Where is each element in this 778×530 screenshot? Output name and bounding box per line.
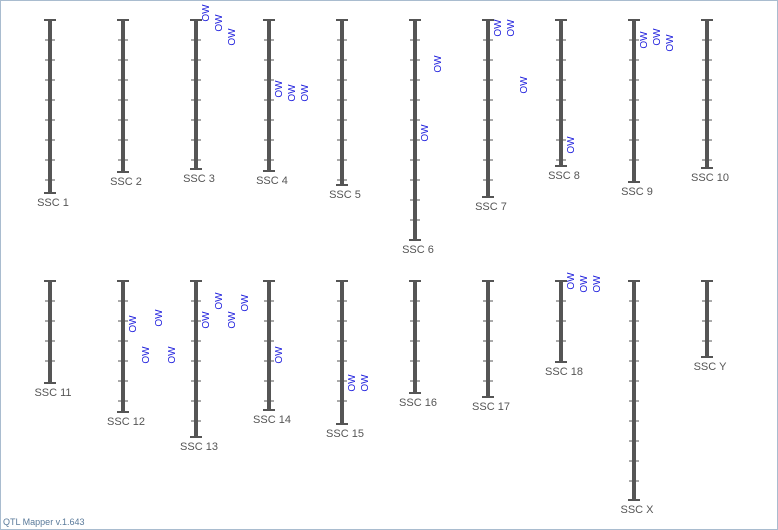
chromosome-label: SSC 5	[329, 189, 361, 201]
chromosome	[559, 20, 563, 166]
chromosome-label: SSC 16	[399, 397, 437, 409]
chromosome-label: SSC 4	[256, 175, 288, 187]
qtl-marker: OW	[420, 124, 431, 142]
chromosome-label: SSC 7	[475, 201, 507, 213]
chromosome	[340, 20, 344, 185]
chromosome	[486, 20, 490, 197]
qtl-marker: OW	[214, 292, 225, 310]
chromosome	[194, 281, 198, 437]
qtl-marker: OW	[433, 55, 444, 73]
chromosome-label: SSC 15	[326, 428, 364, 440]
chromosome-label: SSC Y	[694, 361, 727, 373]
footer: QTL Mapper v.1.643	[3, 517, 85, 527]
chromosome	[267, 20, 271, 171]
chromosome-label: SSC X	[620, 504, 654, 516]
qtl-marker: OW	[347, 374, 358, 392]
qtl-marker: OW	[274, 346, 285, 364]
chromosome	[486, 281, 490, 397]
chromosome	[340, 281, 344, 424]
qtl-marker: OW	[141, 346, 152, 364]
qtl-marker: OW	[201, 4, 212, 22]
chromosome-label: SSC 13	[180, 441, 218, 453]
qtl-marker: OW	[167, 346, 178, 364]
qtl-marker: OW	[519, 76, 530, 94]
chromosome	[413, 20, 417, 240]
qtl-marker: OW	[579, 275, 590, 293]
chromosome-label: SSC 3	[183, 173, 215, 185]
qtl-marker: OW	[566, 136, 577, 154]
chromosome-label: SSC 6	[402, 244, 434, 256]
qtl-marker: OW	[201, 311, 212, 329]
chromosome	[632, 281, 636, 500]
qtl-marker: OW	[274, 80, 285, 98]
chromosome	[705, 281, 709, 357]
chromosome-label: SSC 12	[107, 416, 145, 428]
chromosome-label: SSC 9	[621, 186, 653, 198]
chromosome-label: SSC 14	[253, 414, 291, 426]
qtl-marker: OW	[592, 275, 603, 293]
chromosome-label: SSC 10	[691, 172, 729, 184]
qtl-marker: OW	[240, 294, 251, 312]
chromosome	[121, 281, 125, 412]
qtl-marker: OW	[214, 14, 225, 32]
chromosome-label: SSC 1	[37, 197, 69, 209]
qtl-marker: OW	[665, 34, 676, 52]
chromosome	[413, 281, 417, 393]
qtl-marker: OW	[652, 28, 663, 46]
qtl-marker: OW	[493, 19, 504, 37]
chromosome	[194, 20, 198, 169]
qtl-marker: OW	[300, 84, 311, 102]
chromosome-label: SSC 8	[548, 170, 580, 182]
chromosome-label: SSC 11	[34, 387, 71, 399]
qtl-marker: OW	[360, 374, 371, 392]
qtl-marker: OW	[287, 84, 298, 102]
chromosome-label: SSC 2	[110, 176, 142, 188]
qtl-marker: OW	[227, 311, 238, 329]
chromosome	[632, 20, 636, 182]
chromosome	[705, 20, 709, 168]
chromosome	[121, 20, 125, 172]
chromosome-label: SSC 17	[472, 401, 510, 413]
qtl-marker: OW	[639, 31, 650, 49]
qtl-marker: OW	[128, 315, 139, 333]
qtl-marker: OW	[227, 28, 238, 46]
chromosome	[48, 20, 52, 193]
chromosome-label: SSC 18	[545, 366, 583, 378]
qtl-marker: OW	[154, 309, 165, 327]
qtl-marker: OW	[566, 272, 577, 290]
qtl-marker: OW	[506, 19, 517, 37]
chromosome	[48, 281, 52, 383]
chromosome	[267, 281, 271, 410]
